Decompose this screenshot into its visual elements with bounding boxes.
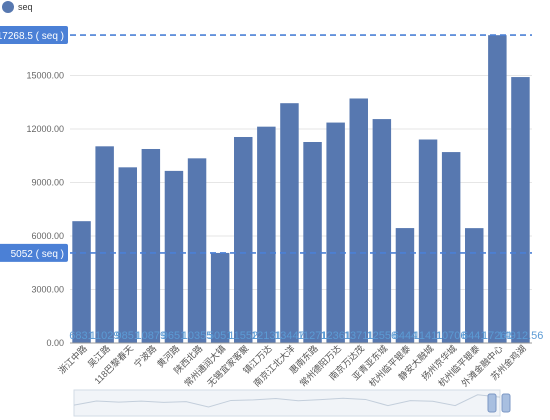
bar [372,119,392,344]
bar [141,148,161,343]
bar [280,103,299,344]
mark-lines: 17268.5 ( seq ) 5052 ( seq ) [0,26,532,262]
value-label: 9851 [116,330,140,342]
bars: 6831110299851108799651103555051115521213… [69,35,544,344]
bar [210,252,230,343]
value-label: 12361 [320,330,351,342]
value-label: 12131 [251,330,282,342]
bar [257,126,276,343]
y-axis: 0.00 3000.00 6000.00 9000.00 12000.00 15000.0… [26,71,64,349]
value-label: 13711 [344,330,374,342]
mark-line-badge [0,243,68,262]
bar [441,152,461,343]
value-label: 11029 [90,330,120,342]
value-label: 14912.56 [498,330,544,342]
value-label: 6831 [69,330,93,342]
x-axis: 浙江中路吴江路118巴黎春天宁波路黄河路陕西北路常州通润大镇无锡宜家客聚镇江万达… [56,342,532,389]
bar [418,139,438,343]
value-label: 17261 [482,330,513,342]
bar [72,221,91,343]
value-label: 12556 [367,330,398,342]
zoom-series-shadow [73,394,501,408]
bar [187,158,207,343]
mark-line-label: 17268.5 ( seq ) [0,31,64,42]
value-label: 11411 [414,330,443,342]
bar [118,167,137,343]
value-label: 11552 [228,330,258,342]
bar [326,122,345,343]
y-tick-label: 3000.00 [31,285,64,295]
zoom-handle [487,393,497,413]
bar [164,170,184,343]
legend[interactable]: seq [2,1,33,13]
grid-lines [70,75,532,290]
value-label: 13447 [274,330,305,342]
y-tick-label: 15000.00 [26,71,64,81]
value-label: 5051 [208,330,232,342]
mark-line-label: 5052 ( seq ) [11,249,64,260]
bar [95,146,114,343]
bar [511,77,530,343]
mark-line-badge [0,26,68,45]
bar [395,228,415,343]
bar [349,98,368,343]
y-tick-label: 9000.00 [31,178,64,188]
y-tick-label: 12000.00 [26,124,64,134]
y-tick-label: 0.00 [46,338,64,348]
value-label: 9651 [162,330,186,342]
value-label: 6441 [462,330,486,342]
bar [303,142,322,343]
legend-label: seq [18,2,33,12]
x-tick-label: 宁波路 [131,343,158,370]
bar [465,228,484,343]
bar [488,35,507,343]
value-label: 11271 [298,330,328,342]
bar [234,136,253,343]
legend-marker [2,1,14,13]
value-label: 10355 [182,330,213,342]
data-zoom-slider[interactable] [73,389,511,417]
zoom-handle [501,393,511,413]
value-label: 10706 [436,330,467,342]
y-tick-label: 6000.00 [31,231,64,241]
value-label: 6444 [393,330,417,342]
zoom-track [73,389,501,417]
value-label: 10879 [136,330,167,342]
